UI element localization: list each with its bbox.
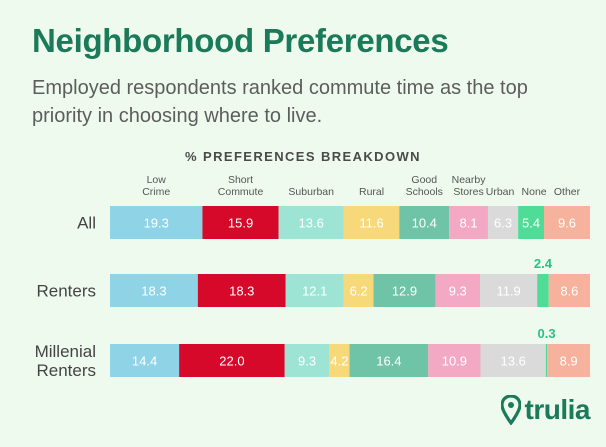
bar-segment-rural [343,206,400,239]
bar-segment-none [518,206,545,239]
data-label: 9.3 [449,284,467,299]
bar-segment-good-schools [349,344,429,377]
data-label: 11.9 [496,284,520,299]
bar-segment-nearby-stores [428,344,481,377]
bar-segment-nearby-stores [449,206,488,239]
legend-label: Low [147,174,167,186]
bar-segment-good-schools [373,274,436,307]
legend-label: Schools [406,186,443,198]
bar-segment-low-crime [110,344,180,377]
legend-label: Crime [142,186,170,198]
data-label: 13.6 [501,354,526,369]
data-label: 22.0 [219,354,244,369]
data-callout-label: 0.3 [538,326,556,341]
page-subtitle: Employed respondents ranked commute time… [32,77,528,127]
data-label: 18.3 [229,284,254,299]
row-label: Renters [36,361,96,380]
legend-label: Suburban [288,186,334,198]
data-label: 9.3 [298,354,316,369]
data-label: 19.3 [144,216,169,231]
data-label: 8.6 [560,284,578,299]
row-label: Millenial [35,342,96,361]
bar-segment-nearby-stores [435,274,481,307]
bar-segment-low-crime [110,206,203,239]
data-label: 10.4 [412,216,437,231]
data-label: 10.9 [442,354,467,369]
bar-segment-short-commute [179,344,285,377]
data-label: 15.9 [228,216,253,231]
legend-label: Other [554,186,581,198]
legend-label: Nearby [452,174,487,186]
data-label: 8.9 [560,354,578,369]
bar-segment-good-schools [399,206,450,239]
legend-label: Commute [218,186,264,198]
bar-segment-other [544,206,590,239]
row-label: Renters [36,282,96,301]
data-label: 6.2 [350,284,368,299]
location-pin-icon [500,395,521,425]
data-label: 13.6 [299,216,324,231]
legend-label: Good [411,174,437,186]
bar-segment-suburban [278,206,344,239]
data-label: 16.4 [376,354,401,369]
legend-label: None [522,186,547,198]
legend-label: Urban [486,186,515,198]
bar-segment-none [545,344,548,377]
bar-segment-short-commute [197,274,286,307]
bar-segment-urban [487,206,519,239]
data-label: 9.6 [558,216,576,231]
bar-segment-low-crime [110,274,198,307]
data-label: 12.9 [392,284,417,299]
bar-segment-other [548,274,590,307]
bar-segment-urban [480,274,538,307]
bar-segment-suburban [284,344,330,377]
page-title: Neighborhood Preferences [32,22,449,59]
data-label: 14.4 [132,354,157,369]
bar-segment-short-commute [202,206,279,239]
bar-segment-none [537,274,549,307]
row-label: All [77,214,96,233]
bar-segment-suburban [285,274,344,307]
data-label: 6.3 [494,216,512,231]
legend-label: Short [228,174,253,186]
legend-label: Stores [453,186,483,198]
data-label: 8.1 [460,216,478,231]
bar-segment-rural [343,274,374,307]
chart-title: % PREFERENCES BREAKDOWN [185,149,421,164]
data-label: 5.4 [522,216,540,231]
bar-segment-urban [480,344,546,377]
brand-name: trulia [524,394,591,425]
bar-segment-rural [329,344,350,377]
data-label: 4.2 [330,354,348,369]
data-callout-label: 2.4 [534,256,553,271]
legend-label: Rural [359,186,384,198]
bar-segment-other [547,344,590,377]
trulia-logo: trulia [500,394,591,426]
data-label: 12.1 [302,284,327,299]
data-label: 18.3 [141,284,166,299]
data-label: 11.6 [359,216,383,231]
